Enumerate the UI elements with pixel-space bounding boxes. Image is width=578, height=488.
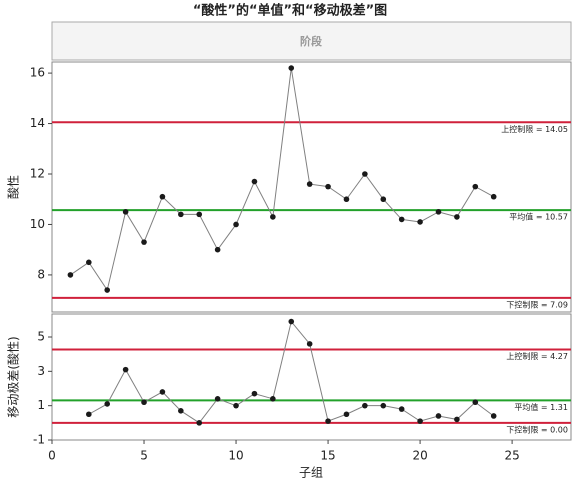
y-tick-label: 14 — [30, 116, 45, 130]
y-tick-label: 10 — [30, 217, 45, 231]
y-axis-label: 移动极差(酸性) — [6, 336, 21, 417]
x-tick-label: 10 — [228, 449, 243, 463]
chart-title: “酸性”的“单值”和“移动极差”图 — [193, 3, 387, 19]
control-limit-label: 下控制限 = 0.00 — [506, 424, 568, 434]
x-tick-label: 20 — [412, 449, 427, 463]
data-point — [435, 413, 442, 419]
data-point — [435, 209, 442, 215]
data-point — [233, 402, 239, 409]
plot-frame — [51, 313, 572, 441]
data-point — [141, 399, 147, 406]
data-point — [214, 246, 221, 253]
data-point — [251, 178, 258, 185]
data-point — [490, 413, 497, 419]
data-point — [343, 411, 350, 418]
data-point — [454, 214, 460, 220]
data-point — [251, 390, 258, 397]
data-point — [362, 171, 368, 177]
data-point — [86, 411, 92, 418]
data-point — [490, 193, 497, 200]
y-axis-label: 酸性 — [6, 175, 21, 199]
data-point — [325, 183, 331, 190]
data-point — [288, 318, 295, 325]
data-point — [417, 418, 423, 424]
y-tick-label: 16 — [30, 66, 45, 80]
y-tick-label: 1 — [37, 398, 45, 412]
control-limit-label: 下控制限 = 7.09 — [506, 299, 568, 309]
data-point — [472, 399, 479, 406]
data-point — [196, 420, 203, 426]
data-point — [104, 287, 111, 293]
data-point — [159, 193, 166, 200]
y-tick-label: -1 — [33, 433, 45, 447]
data-point — [86, 259, 92, 266]
x-tick-label: 5 — [140, 449, 148, 463]
data-point — [122, 209, 129, 215]
data-point — [178, 408, 184, 414]
data-point — [122, 366, 129, 373]
data-point — [196, 211, 203, 218]
control-limit-label: 上控制限 = 4.27 — [506, 351, 568, 361]
x-tick-label: 25 — [504, 449, 519, 463]
data-point — [398, 406, 405, 412]
data-point — [472, 183, 479, 190]
data-line — [70, 67, 494, 292]
data-point — [67, 272, 74, 278]
y-tick-label: 12 — [30, 167, 45, 181]
control-limit-label: 平均值 = 10.57 — [509, 212, 568, 222]
control-limit-label: 上控制限 = 14.05 — [501, 124, 568, 134]
x-axis-label: 子组 — [299, 466, 323, 480]
data-point — [454, 416, 460, 423]
data-point — [306, 181, 313, 187]
data-point — [141, 239, 147, 245]
data-point — [343, 196, 350, 203]
data-point — [380, 402, 387, 409]
x-tick-label: 15 — [320, 449, 335, 463]
data-point — [270, 396, 276, 402]
y-tick-label: 3 — [37, 364, 45, 378]
x-tick-label: 0 — [48, 449, 56, 463]
phase-box — [51, 21, 572, 61]
data-point — [288, 65, 295, 71]
data-point — [380, 196, 387, 203]
data-point — [159, 389, 166, 395]
data-point — [233, 221, 239, 228]
data-point — [306, 341, 313, 347]
data-line — [88, 320, 495, 424]
y-tick-label: 5 — [37, 330, 45, 344]
data-point — [417, 219, 423, 225]
plot-frame — [51, 61, 572, 313]
y-tick-label: 8 — [37, 267, 45, 281]
control-limit-label: 平均值 = 1.31 — [514, 402, 568, 412]
phase-label: 阶段 — [300, 34, 322, 48]
data-point — [398, 216, 405, 223]
data-point — [214, 396, 221, 402]
data-point — [104, 401, 111, 407]
data-point — [178, 211, 184, 218]
data-point — [270, 214, 276, 220]
data-point — [362, 402, 368, 409]
data-point — [325, 418, 331, 424]
